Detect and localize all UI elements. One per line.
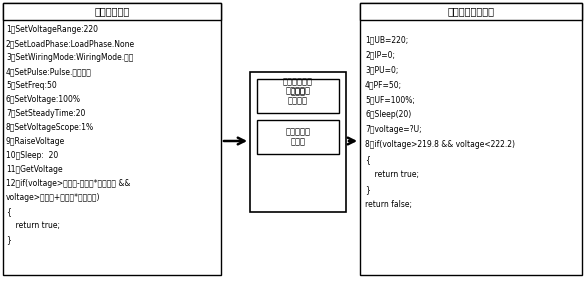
Bar <box>3 3 221 275</box>
Text: }: } <box>6 235 11 244</box>
Bar <box>360 3 582 20</box>
Text: 9、RaiseVoltage: 9、RaiseVoltage <box>6 137 65 146</box>
Text: 10、Sleep:  20: 10、Sleep: 20 <box>6 151 58 160</box>
Text: {: { <box>365 155 370 164</box>
Bar <box>257 79 339 113</box>
Bar <box>3 3 221 20</box>
Text: 1、UB=220;: 1、UB=220; <box>365 35 408 44</box>
Text: 12、if(voltage>设置值-设置值*范围精度 &&: 12、if(voltage>设置值-设置值*范围精度 && <box>6 179 130 188</box>
Text: 电能表协议
解析器: 电能表协议 解析器 <box>285 127 311 147</box>
Text: 6、SetVoltage:100%: 6、SetVoltage:100% <box>6 95 81 104</box>
Bar <box>360 3 582 275</box>
Text: 5、SetFreq:50: 5、SetFreq:50 <box>6 81 57 90</box>
Text: 8、SetVoltageScope:1%: 8、SetVoltageScope:1% <box>6 123 94 132</box>
Text: 7、voltage=?U;: 7、voltage=?U; <box>365 125 421 134</box>
Text: return false;: return false; <box>365 200 412 209</box>
Text: 7、SetSteadyTime:20: 7、SetSteadyTime:20 <box>6 109 85 118</box>
Text: 11、GetVoltage: 11、GetVoltage <box>6 165 63 174</box>
Bar <box>250 72 346 212</box>
Text: 中间控制过程: 中间控制过程 <box>95 7 130 16</box>
Text: 检定装置控制指令: 检定装置控制指令 <box>447 7 494 16</box>
Text: 6、Sleep(20): 6、Sleep(20) <box>365 110 411 119</box>
Text: 1、SetVoltageRange:220: 1、SetVoltageRange:220 <box>6 25 98 34</box>
Text: return true;: return true; <box>365 170 419 179</box>
Text: 3、SetWiringMode:WiringMode.单相: 3、SetWiringMode:WiringMode.单相 <box>6 53 133 62</box>
Text: return true;: return true; <box>6 221 60 230</box>
Text: 2、SetLoadPhase:LoadPhase.None: 2、SetLoadPhase:LoadPhase.None <box>6 39 135 48</box>
Text: 5、UF=100%;: 5、UF=100%; <box>365 95 415 104</box>
Bar <box>257 120 339 154</box>
Text: 8、if(voltage>219.8 && voltage<222.2): 8、if(voltage>219.8 && voltage<222.2) <box>365 140 515 149</box>
Text: 检定装置控制
解析器: 检定装置控制 解析器 <box>283 77 313 97</box>
Text: 4、SetPulse:Pulse.正向有功: 4、SetPulse:Pulse.正向有功 <box>6 67 92 76</box>
Text: 2、IP=0;: 2、IP=0; <box>365 50 395 59</box>
Text: }: } <box>365 185 370 194</box>
Text: voltage>设置值+设置值*范围精度): voltage>设置值+设置值*范围精度) <box>6 193 100 202</box>
Text: 检定装置控
制解析器: 检定装置控 制解析器 <box>285 86 311 106</box>
Text: 4、PF=50;: 4、PF=50; <box>365 80 402 89</box>
Text: 3、PU=0;: 3、PU=0; <box>365 65 399 74</box>
Text: {: { <box>6 207 11 216</box>
